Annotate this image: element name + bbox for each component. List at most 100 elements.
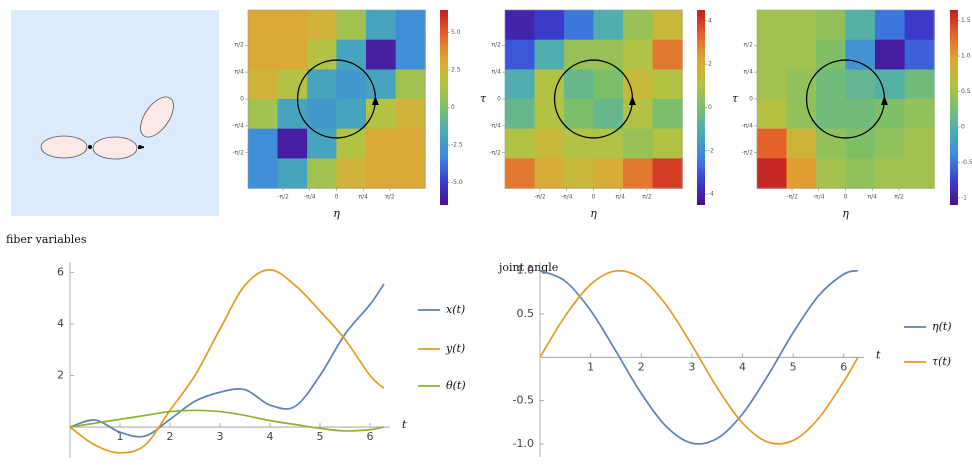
x-tick-label: 1 — [117, 430, 124, 443]
y-axis-label: τ — [480, 92, 487, 105]
link-body — [92, 136, 138, 160]
heat-cell — [504, 69, 535, 100]
legend-label: θ(t) — [446, 379, 466, 392]
y-tick-label: 0 — [749, 96, 753, 103]
heat-cell — [307, 69, 338, 100]
colorbar-tick-label: -0.5 — [961, 159, 972, 166]
heat-cell — [845, 9, 876, 41]
heat-cell — [336, 39, 367, 70]
heat-cell — [277, 9, 308, 41]
y-tick-label: 4 — [57, 317, 64, 330]
x-tick-label: π/4 — [616, 194, 626, 201]
heat-cell — [564, 69, 595, 100]
heat-cell — [564, 39, 595, 70]
x-tick-label: -π/2 — [277, 194, 289, 201]
heat-cell — [534, 98, 565, 130]
x-tick-label: 2 — [167, 430, 174, 443]
y-tick-label: 2 — [57, 368, 64, 381]
heat-cell — [366, 9, 397, 41]
heat-cell — [652, 69, 683, 100]
x-tick-label: π/2 — [894, 194, 904, 201]
heat-cell — [395, 9, 426, 41]
heat-cell — [564, 128, 595, 159]
legend-label: τ(t) — [932, 355, 951, 368]
colorbar-tick-label: 2.5 — [451, 67, 461, 74]
heat-cell — [564, 9, 595, 41]
trajectory-arrow — [880, 96, 888, 105]
colorbar-tick-label: -5.0 — [451, 179, 463, 186]
heat-cell — [395, 69, 426, 100]
y-tick-label: -π/2 — [232, 149, 244, 156]
heat-cell — [786, 9, 817, 41]
heat-cell — [845, 98, 876, 130]
y-tick-label: -π/4 — [232, 122, 244, 129]
trajectory-arrow — [371, 96, 379, 105]
heat-cell — [756, 128, 787, 159]
heat-cell — [652, 128, 683, 159]
heat-cell — [366, 158, 397, 189]
heat-cell — [534, 128, 565, 159]
colorbar — [440, 10, 448, 205]
heat-cell — [623, 39, 654, 70]
legend-label: y(t) — [445, 342, 465, 355]
y-tick-label: 1.0 — [517, 264, 535, 277]
heat-cell — [623, 158, 654, 189]
heat-cell — [366, 39, 397, 70]
heat-cell — [366, 69, 397, 100]
heat-cell — [875, 9, 906, 41]
y-tick-label: 0.5 — [517, 307, 535, 320]
x-tick-label: 6 — [840, 360, 847, 373]
colorbar-tick-label: 4 — [708, 17, 712, 24]
heat-cell — [366, 98, 397, 130]
joint-link — [137, 146, 145, 149]
x-tick-label: 5 — [790, 360, 797, 373]
heat-cell — [307, 9, 338, 41]
y-tick-label: 0 — [240, 96, 244, 103]
heat-cell — [277, 98, 308, 130]
heat-cell — [247, 98, 278, 130]
x-tick-label: π/4 — [868, 194, 878, 201]
heat-cell — [593, 9, 624, 41]
heat-cell — [307, 98, 338, 130]
colorbar-tick-label: 5.0 — [451, 29, 461, 36]
heat-cell — [756, 158, 787, 189]
heat-cell — [593, 98, 624, 130]
colorbar-tick-label: -4 — [708, 191, 714, 198]
joint — [88, 145, 92, 149]
heat-cell — [504, 39, 535, 70]
heat-cell — [652, 9, 683, 41]
heat-cell — [307, 39, 338, 70]
x-tick-label: 0 — [592, 194, 596, 201]
colorbar-tick-label: -2.5 — [451, 142, 463, 149]
series-line — [539, 269, 859, 445]
colorbar-tick-label: 0 — [451, 104, 455, 111]
heat-cell — [816, 9, 847, 41]
heat-cell — [336, 69, 367, 100]
heat-cell — [534, 158, 565, 189]
colorbar-tick-label: 1.0 — [961, 53, 971, 60]
heat-cell — [875, 98, 906, 130]
heat-cell — [395, 98, 426, 130]
colorbar-tick-label: 1.5 — [961, 17, 971, 24]
y-tick-label: π/2 — [744, 42, 754, 49]
heat-cell — [786, 69, 817, 100]
x-tick-label: 0 — [335, 194, 339, 201]
x-tick-label: π/4 — [359, 194, 369, 201]
heat-cell — [845, 69, 876, 100]
heat-cell — [247, 128, 278, 159]
heat-cell — [336, 9, 367, 41]
y-tick-label: -π/4 — [489, 122, 501, 129]
heat-cell — [395, 128, 426, 159]
chart-title: fiber variables — [6, 233, 87, 246]
series-line — [69, 268, 385, 454]
x-tick-label: 3 — [217, 430, 224, 443]
heat-cell — [904, 69, 935, 100]
heat-cell — [875, 69, 906, 100]
heat-cell — [816, 128, 847, 159]
heat-cell — [652, 39, 683, 70]
x-tick-label: π/2 — [385, 194, 395, 201]
series-line — [69, 409, 385, 432]
robot-diagram — [11, 10, 219, 216]
colorbar — [697, 10, 705, 205]
x-tick-label: 4 — [739, 360, 746, 373]
